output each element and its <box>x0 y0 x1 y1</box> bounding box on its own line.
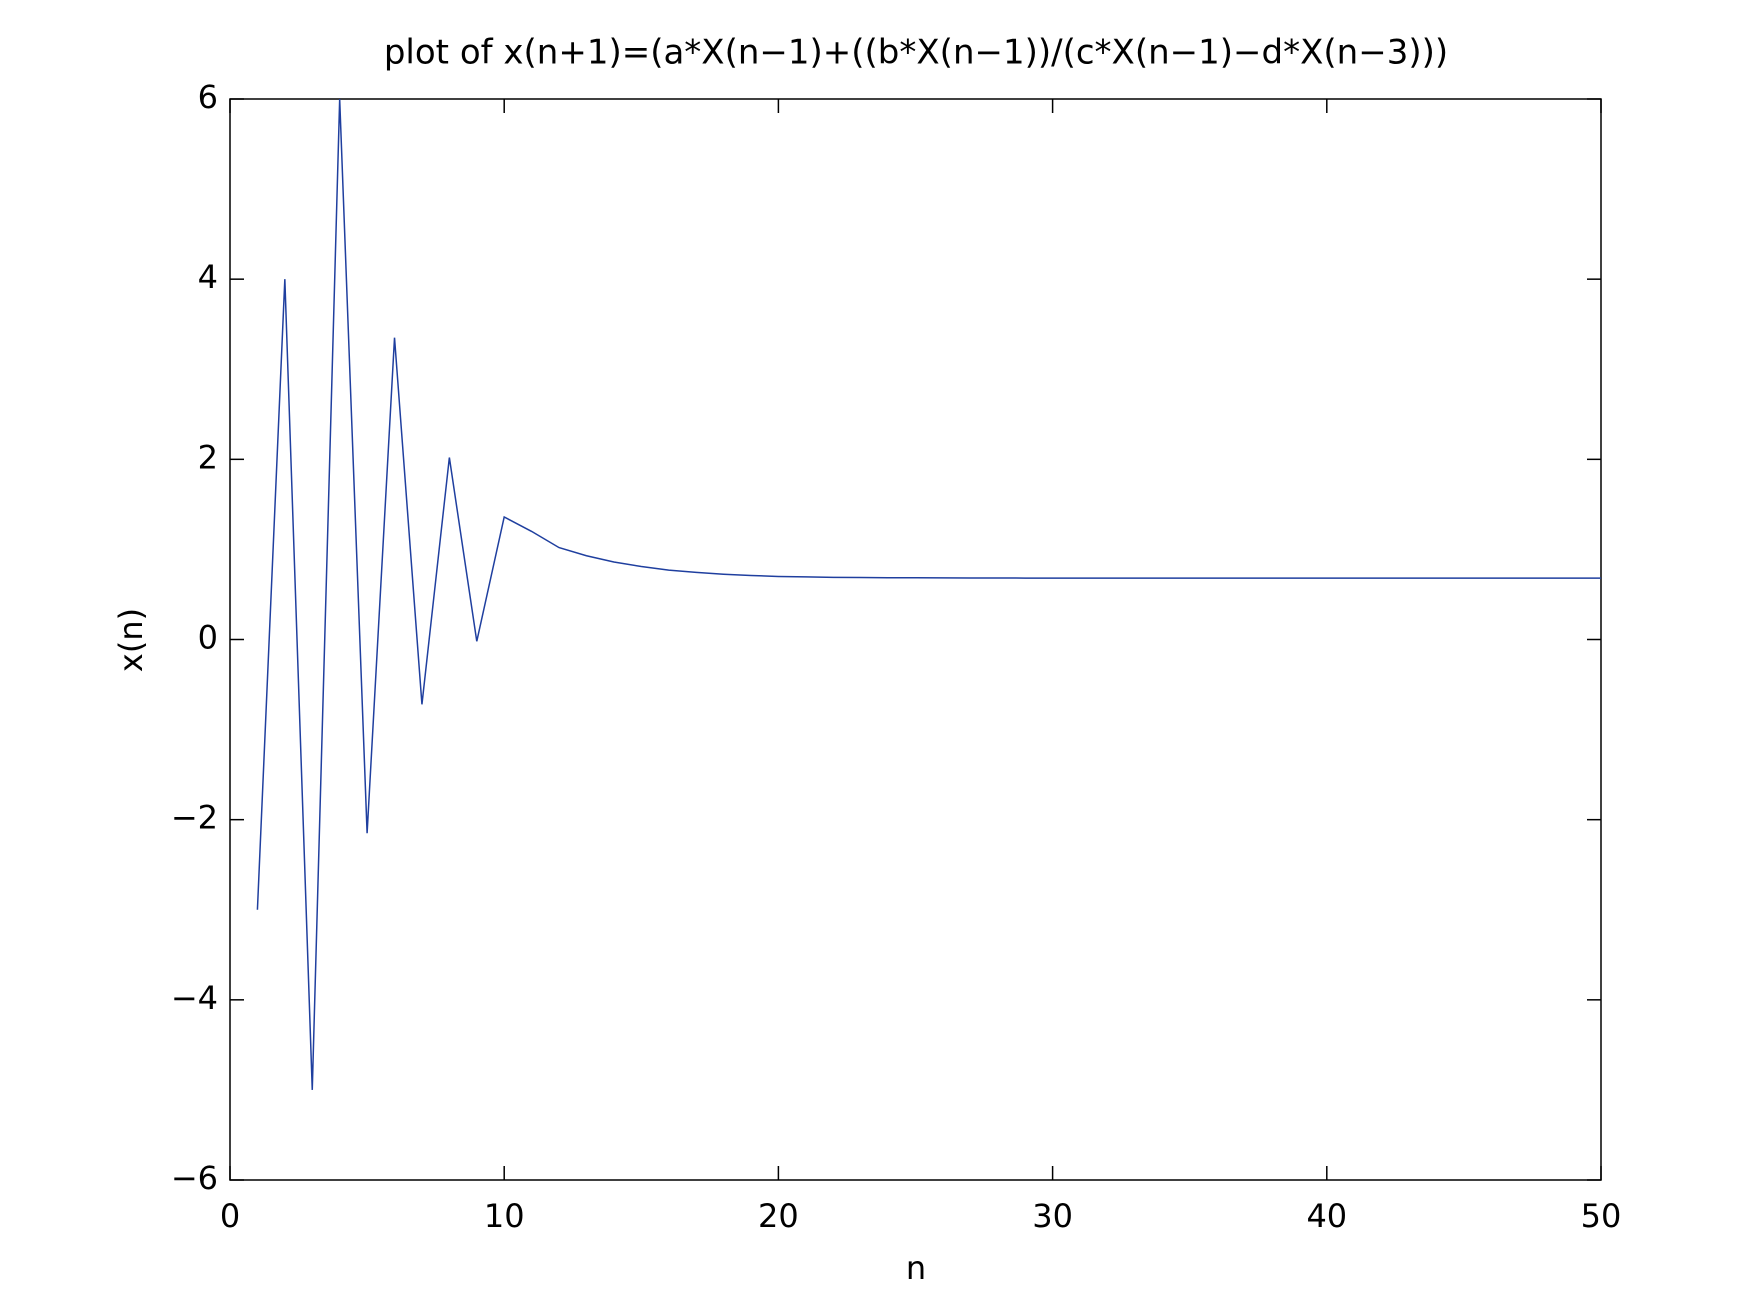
data-line <box>256 98 1601 1090</box>
plot-frame <box>229 98 1602 1181</box>
y-tick-label: 4 <box>198 258 218 296</box>
x-tick-label: 0 <box>220 1197 240 1235</box>
y-tick-label: −4 <box>171 979 218 1017</box>
x-tick-label: 10 <box>484 1197 525 1235</box>
x-axis-label: n <box>906 1249 926 1287</box>
y-tick-label: −2 <box>171 799 218 837</box>
y-tick-label: 0 <box>198 619 218 657</box>
x-tick-label: 40 <box>1306 1197 1347 1235</box>
x-tick-label: 30 <box>1032 1197 1073 1235</box>
y-tick-label: 2 <box>198 438 218 476</box>
chart-title: plot of x(n+1)=(a*X(n−1)+((b*X(n−1))/(c*… <box>384 33 1448 73</box>
y-axis-label: x(n) <box>112 608 150 672</box>
x-tick-label: 50 <box>1581 1197 1622 1235</box>
y-tick-label: 6 <box>198 78 218 116</box>
x-tick-label: 20 <box>758 1197 799 1235</box>
y-tick-label: −6 <box>171 1159 218 1197</box>
